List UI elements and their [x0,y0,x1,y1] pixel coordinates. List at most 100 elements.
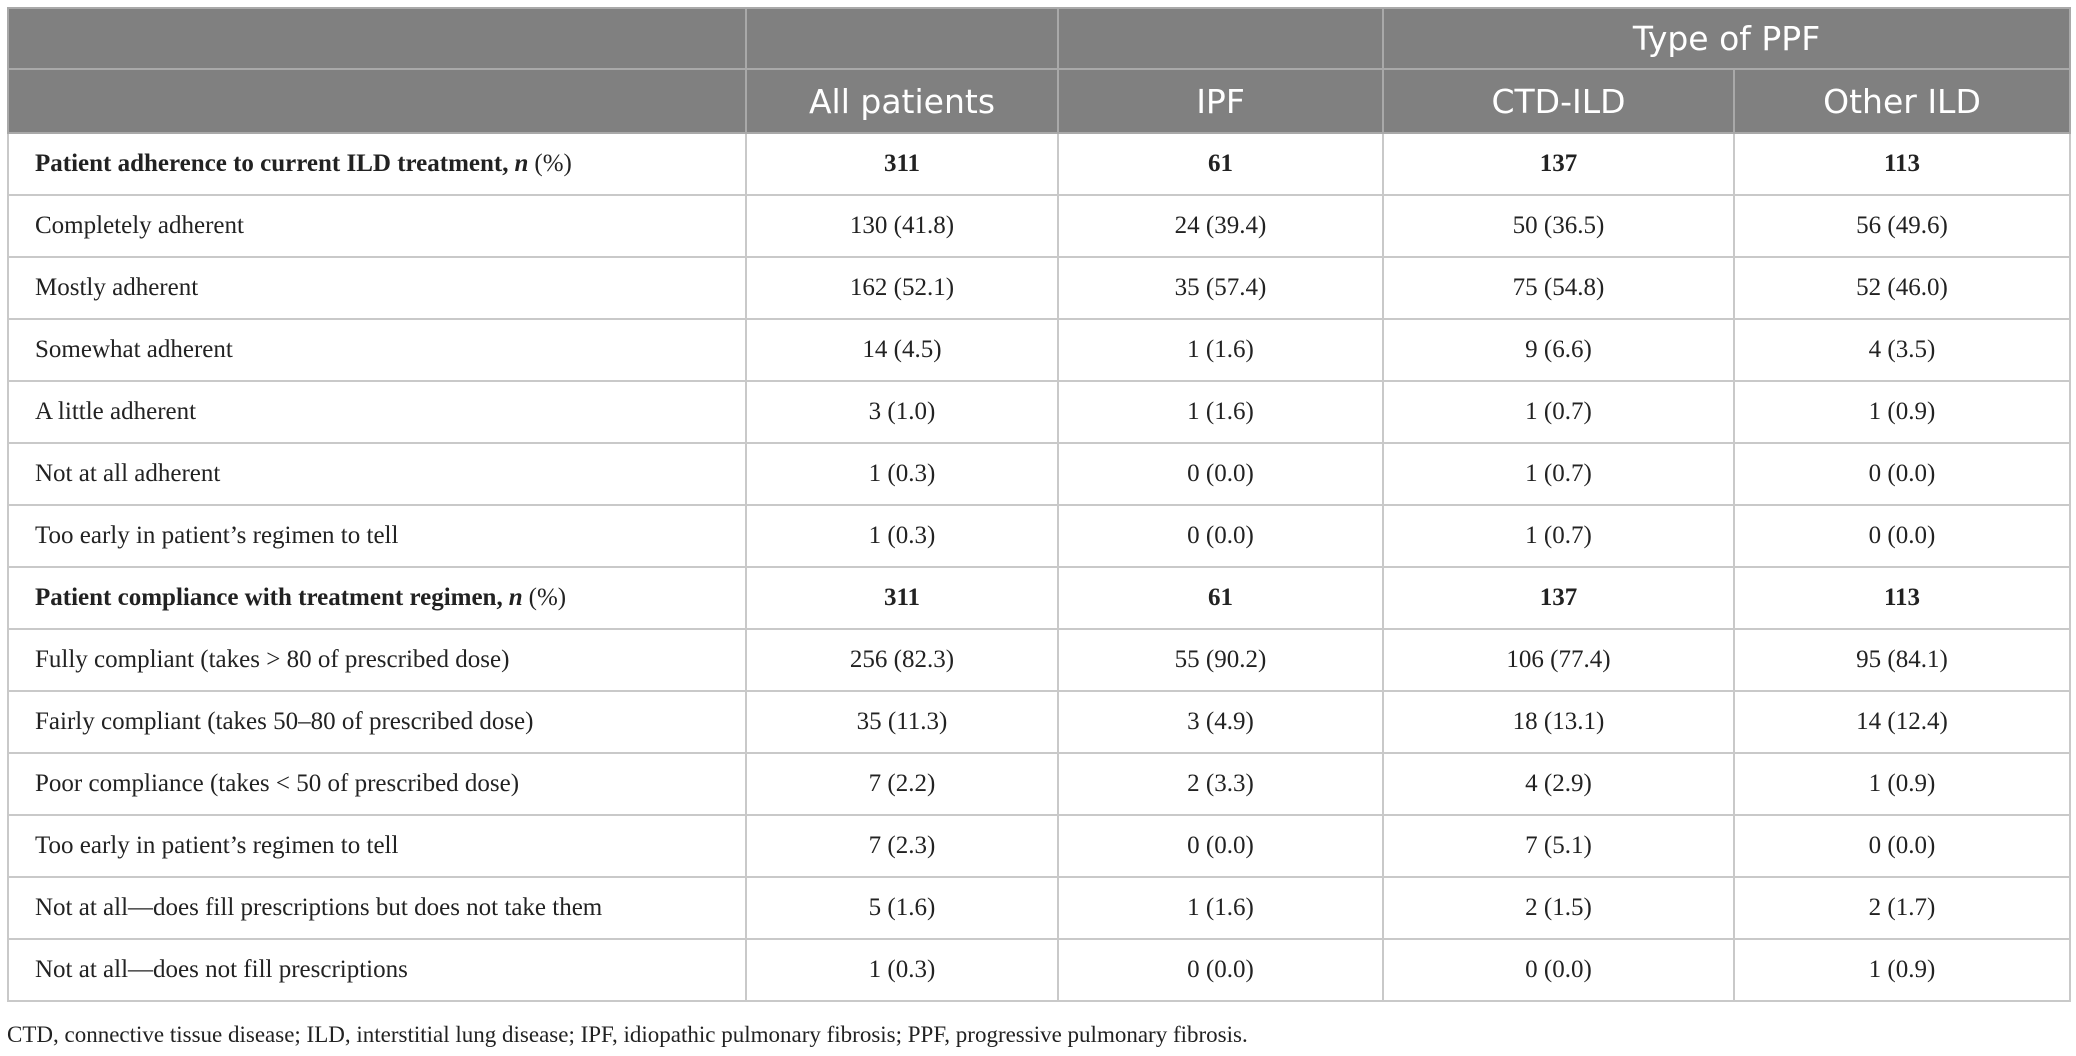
header-cell [1057,7,1384,70]
cell: 7 (2.2) [745,752,1059,816]
cell: 7 (5.1) [1382,814,1735,878]
cell: 1 (0.3) [745,504,1059,568]
cell: 14 (12.4) [1733,690,2071,754]
label-text: Not at all—does fill prescriptions but d… [35,894,603,921]
row-label: Not at all—does not fill prescriptions [7,938,747,1002]
cell: 106 (77.4) [1382,628,1735,692]
row-label: Not at all adherent [7,442,747,506]
label-italic: n [508,584,523,611]
cell: 2 (1.7) [1733,876,2071,940]
row-label: Patient adherence to current ILD treatme… [7,132,747,196]
column-header: All patients [745,68,1059,134]
data-row: Too early in patient’s regimen to tell 1 … [7,504,2071,568]
cell: 1 (0.3) [745,442,1059,506]
row-label: Not at all—does fill prescriptions but d… [7,876,747,940]
cell: 52 (46.0) [1733,256,2071,320]
cell: 1 (0.7) [1382,380,1735,444]
data-row: Fully compliant (takes > 80 of prescribe… [7,628,2071,692]
cell: 311 [745,132,1059,196]
cell: 256 (82.3) [745,628,1059,692]
label-italic: n [514,150,529,177]
cell: 113 [1733,132,2071,196]
cell: 2 (1.5) [1382,876,1735,940]
cell: 18 (13.1) [1382,690,1735,754]
label-text: Somewhat adherent [35,336,233,363]
label-text: Too early in patient’s regimen to tell [35,522,399,549]
cell: 0 (0.0) [1733,814,2071,878]
data-row: Fairly compliant (takes 50–80 of prescri… [7,690,2071,754]
cell: 1 (1.6) [1057,318,1384,382]
column-header: Other ILD [1733,68,2071,134]
cell: 5 (1.6) [745,876,1059,940]
cell: 1 (0.9) [1733,938,2071,1002]
cell: 24 (39.4) [1057,194,1384,258]
cell: 56 (49.6) [1733,194,2071,258]
cell: 137 [1382,566,1735,630]
label-text: Completely adherent [35,212,244,239]
cell: 95 (84.1) [1733,628,2071,692]
label-suffix: (%) [528,584,567,611]
cell: 130 (41.8) [745,194,1059,258]
table-body: Patient adherence to current ILD treatme… [7,132,2071,1002]
cell: 61 [1057,566,1384,630]
label-text: Not at all—does not fill prescriptions [35,956,408,983]
label-text: Patient compliance with treatment regime… [35,584,503,611]
label-text: Fully compliant (takes > 80 of prescribe… [35,646,510,673]
cell: 0 (0.0) [1057,814,1384,878]
cell: 35 (57.4) [1057,256,1384,320]
cell: 0 (0.0) [1733,504,2071,568]
cell: 0 (0.0) [1057,504,1384,568]
row-label: Too early in patient’s regimen to tell [7,504,747,568]
cell: 1 (0.9) [1733,752,2071,816]
cell: 50 (36.5) [1382,194,1735,258]
header-row: Type of PPF [7,7,2071,70]
cell: 3 (4.9) [1057,690,1384,754]
data-row: Poor compliance (takes < 50 of prescribe… [7,752,2071,816]
cell: 137 [1382,132,1735,196]
cell: 14 (4.5) [745,318,1059,382]
cell: 35 (11.3) [745,690,1059,754]
cell: 4 (3.5) [1733,318,2071,382]
cell: 4 (2.9) [1382,752,1735,816]
row-label: Poor compliance (takes < 50 of prescribe… [7,752,747,816]
label-text: Poor compliance (takes < 50 of prescribe… [35,770,520,797]
cell: 0 (0.0) [1382,938,1735,1002]
group-header: Type of PPF [1382,7,2071,70]
data-row: Mostly adherent 162 (52.1) 35 (57.4) 75 (54… [7,256,2071,320]
cell: 0 (0.0) [1057,442,1384,506]
cell: 311 [745,566,1059,630]
label-suffix: (%) [534,150,572,177]
cell: 0 (0.0) [1057,938,1384,1002]
cell: 1 (0.9) [1733,380,2071,444]
cell: 1 (0.3) [745,938,1059,1002]
data-row: A little adherent 3 (1.0) 1 (1.6) 1 (0.7) 1 … [7,380,2071,444]
cell: 1 (1.6) [1057,380,1384,444]
cell: 1 (0.7) [1382,442,1735,506]
label-text: Patient adherence to current ILD treatme… [35,150,509,177]
cell: 9 (6.6) [1382,318,1735,382]
section-row: Patient compliance with treatment regime… [7,566,2071,630]
data-table: Type of PPF All patients IPF CTD-ILD Other … [7,7,2071,1002]
cell: 7 (2.3) [745,814,1059,878]
cell: 61 [1057,132,1384,196]
label-text: Too early in patient’s regimen to tell [35,832,399,859]
column-header: IPF [1057,68,1384,134]
data-row: Too early in patient’s regimen to tell 7 … [7,814,2071,878]
row-label: Too early in patient’s regimen to tell [7,814,747,878]
cell: 0 (0.0) [1733,442,2071,506]
section-row: Patient adherence to current ILD treatme… [7,132,2071,196]
cell: 55 (90.2) [1057,628,1384,692]
row-label: Patient compliance with treatment regime… [7,566,747,630]
data-row: Somewhat adherent 14 (4.5) 1 (1.6) 9 (6.6) 4… [7,318,2071,382]
cell: 113 [1733,566,2071,630]
cell: 75 (54.8) [1382,256,1735,320]
row-label: Fully compliant (takes > 80 of prescribe… [7,628,747,692]
data-row: Completely adherent 130 (41.8) 24 (39.4) 50… [7,194,2071,258]
label-text: Fairly compliant (takes 50–80 of prescri… [35,708,534,735]
row-label: Completely adherent [7,194,747,258]
column-header: CTD-ILD [1382,68,1735,134]
row-label: A little adherent [7,380,747,444]
label-text: Not at all adherent [35,460,221,487]
cell: 2 (3.3) [1057,752,1384,816]
footnote: CTD, connective tissue disease; ILD, int… [7,1022,1248,1047]
